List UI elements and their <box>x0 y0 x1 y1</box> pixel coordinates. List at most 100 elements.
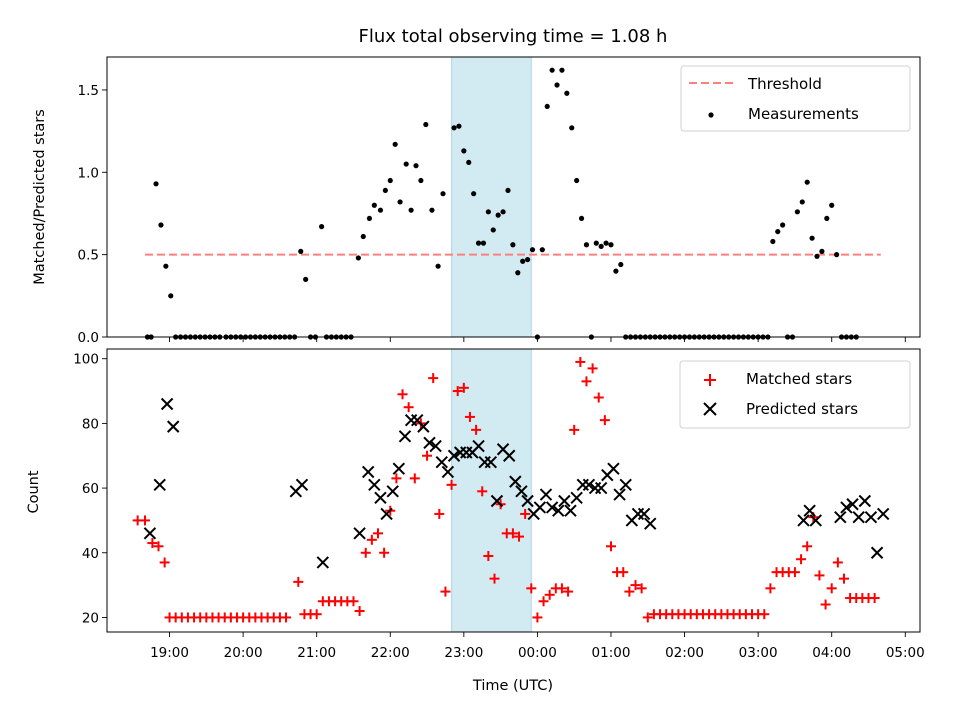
measurement-point <box>794 209 800 215</box>
measurement-point <box>505 187 511 194</box>
matched-point <box>826 583 837 594</box>
matched-point <box>838 573 849 584</box>
predicted-point <box>637 507 651 521</box>
measurement-point <box>515 270 521 276</box>
predicted-point-b <box>167 420 180 433</box>
legend-threshold-label: Threshold <box>747 75 822 93</box>
predicted-point <box>877 507 890 521</box>
predicted-point <box>417 420 430 433</box>
predicted-point-b <box>539 488 553 501</box>
predicted-point-b <box>545 501 559 514</box>
predicted-point <box>613 488 626 501</box>
predicted-point-b <box>809 514 822 527</box>
predicted-point-b <box>558 494 571 508</box>
predicted-point <box>392 462 406 475</box>
predicted-point-b <box>846 498 859 511</box>
matched-point <box>759 609 770 620</box>
bottom-x-ticks: 19:00 20:00 21:00 22:00 23:00 00:00 01:00 02:00… <box>150 632 925 661</box>
predicted-point <box>386 485 399 498</box>
bottom-y-axis-label: Count <box>26 470 42 513</box>
measurement-point <box>303 276 309 282</box>
matched-point <box>581 376 592 387</box>
predicted-point-b <box>877 507 890 521</box>
matched-point <box>153 541 164 552</box>
measurement-point <box>387 177 393 184</box>
measurement-point <box>360 233 366 240</box>
matched-point <box>483 550 494 561</box>
predicted-point-b <box>496 443 510 456</box>
predicted-point <box>834 510 847 524</box>
bottom-legend: Matched stars Predicted stars <box>679 360 911 429</box>
matched-point <box>532 612 543 623</box>
matched-point <box>832 557 843 568</box>
predicted-point-b <box>509 475 522 488</box>
highlight-span <box>451 348 532 633</box>
matched-point <box>403 402 414 413</box>
predicted-point-b <box>374 491 387 504</box>
predicted-point <box>160 397 174 411</box>
measurement-point <box>834 252 840 258</box>
matched-point <box>147 538 158 549</box>
measurement-point <box>163 263 169 269</box>
measurement-point <box>475 240 482 246</box>
matched-point <box>587 363 598 374</box>
predicted-point-b <box>353 527 366 540</box>
predicted-point-b <box>607 462 620 475</box>
legend-measurements-swatch <box>708 112 714 118</box>
predicted-point <box>564 504 577 517</box>
measurement-point <box>583 242 590 248</box>
matched-stars-series <box>132 356 880 623</box>
measurement-point <box>510 242 516 248</box>
measurement-point <box>382 187 388 194</box>
predicted-point-b <box>386 485 399 498</box>
predicted-point-b <box>564 504 577 517</box>
predicted-point <box>607 462 620 475</box>
legend-matched-label: Matched stars <box>746 370 852 388</box>
predicted-point-b <box>484 455 498 469</box>
predicted-point <box>558 494 571 508</box>
predicted-point-b <box>797 514 810 527</box>
predicted-point-b <box>852 510 865 524</box>
matched-point <box>636 583 647 594</box>
measurement-point <box>819 248 825 254</box>
matched-point <box>373 528 383 539</box>
measurement-point <box>471 191 477 197</box>
predicted-point-b <box>637 507 651 521</box>
matched-point <box>379 547 390 558</box>
measurement-point <box>423 121 429 128</box>
matched-point <box>446 479 457 490</box>
predicted-point <box>846 498 859 511</box>
predicted-point <box>353 527 366 540</box>
measurement-point <box>598 243 604 250</box>
measurement-point <box>603 240 609 246</box>
bottom-highlight-span <box>451 348 532 633</box>
measurement-point <box>529 247 536 253</box>
measurement-point <box>500 209 506 215</box>
matched-point <box>765 583 776 594</box>
measurement-point <box>559 67 565 73</box>
predicted-point <box>447 449 461 462</box>
measurement-point <box>525 256 531 263</box>
x-tick-label: 05:00 <box>886 645 925 661</box>
measurement-point <box>809 235 815 241</box>
x-tick-label: 01:00 <box>592 645 631 661</box>
matched-point <box>593 392 604 403</box>
legend-predicted-swatch <box>703 402 717 416</box>
predicted-point <box>619 478 632 492</box>
predicted-point <box>594 481 608 495</box>
matched-point <box>458 382 469 393</box>
measurement-point <box>613 268 619 274</box>
predicted-point-b <box>858 494 872 508</box>
predicted-point-b <box>834 510 847 524</box>
predicted-point-b <box>411 413 424 427</box>
matched-point <box>796 554 807 565</box>
predicted-point-b <box>295 478 309 492</box>
measurement-point <box>397 199 403 205</box>
predicted-point-b <box>840 501 853 514</box>
matched-point <box>507 528 518 539</box>
predicted-point <box>380 507 393 521</box>
measurement-point <box>824 215 830 222</box>
measurement-point <box>554 82 560 88</box>
bottom-axes-frame <box>106 348 921 633</box>
predicted-point-b <box>870 546 884 559</box>
